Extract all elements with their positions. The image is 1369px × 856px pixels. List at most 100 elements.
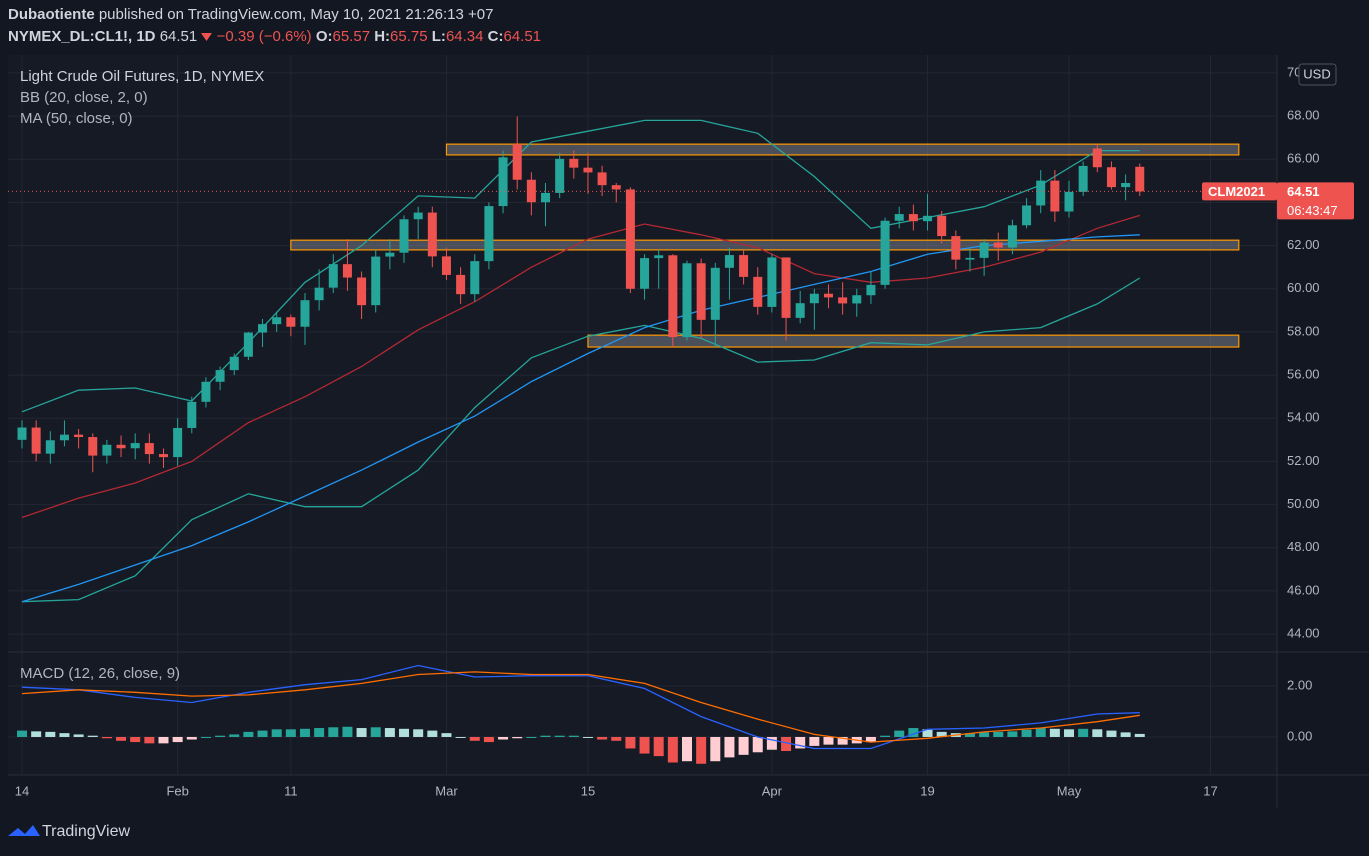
candle-body [470,261,480,295]
ohlc-label: O: [315,28,333,45]
histogram-bar [17,730,28,737]
histogram-bar [299,728,310,737]
y-tick-label: 54.00 [1287,410,1320,425]
brand-logo [8,825,40,836]
candle-body [979,242,989,258]
candle-body [569,158,579,168]
legend-entry: MA (50, close, 0) [20,110,133,127]
candle-body [357,277,367,306]
y-tick-label: 62.00 [1287,237,1320,252]
histogram-bar [285,729,296,737]
histogram-bar [837,736,848,745]
ohlc-label: H: [374,28,391,45]
histogram-bar [215,735,226,737]
candle-body [823,293,833,298]
candle-body [781,257,791,318]
candle-body [1078,165,1088,192]
histogram-bar [243,731,254,737]
candle-body [710,267,720,320]
candle-body [258,324,268,333]
candle-body [88,437,98,456]
candle-body [625,189,635,289]
histogram-bar [455,736,466,738]
histogram-bar [1021,729,1032,737]
candle-body [1022,205,1032,226]
candle-body [144,443,154,455]
histogram-bar [766,736,777,750]
histogram-bar [59,733,70,737]
candle-body [286,317,296,327]
candle-body [654,255,664,259]
histogram-bar [554,735,565,737]
histogram-bar [540,735,551,737]
histogram-bar [625,736,636,749]
histogram-bar [130,736,141,743]
ohlc-label: L: [431,28,446,45]
histogram-bar [865,736,876,743]
candle-body [1050,180,1060,212]
histogram-bar [101,736,112,739]
candle-body [314,287,324,301]
y-tick-label: 50.00 [1287,496,1320,511]
histogram-bar [1092,729,1103,737]
candle-body [399,219,409,253]
macd-line [21,664,1140,750]
histogram-bar [696,736,707,764]
zone [290,239,1240,251]
candle-body [937,215,947,237]
countdown: 06:43:47 [1287,203,1338,218]
histogram-bar [441,733,452,737]
candle-body [229,356,239,371]
histogram-bar [370,727,381,737]
histogram-bar [710,736,721,762]
candle-body [753,276,763,307]
legend-title: MACD (12, 26, close, 9) [20,665,180,682]
candle-body [31,427,41,454]
candle-body [187,401,197,428]
histogram-bar [1134,733,1145,737]
x-tick-label: 14 [15,783,29,798]
bb-lower [21,277,1141,603]
candle-body [1121,182,1131,188]
candle-body [173,427,183,458]
histogram-bar [342,726,353,737]
candle-body [130,443,140,449]
histogram-bar [568,735,579,737]
histogram-bar [597,736,608,740]
ohlc-label: C: [487,28,504,45]
candle-body [809,293,819,304]
signal-line [21,671,1140,743]
candle-body [102,444,112,456]
histogram-bar [384,728,395,737]
histogram-bar [667,736,678,763]
candle-body [866,284,876,296]
histogram-bar [413,729,424,737]
histogram-bar [87,735,98,737]
histogram-bar [936,731,947,737]
y-tick-label: 60.00 [1287,280,1320,295]
candle-body [45,440,55,454]
histogram-bar [31,731,42,737]
y-tick-label: 0.00 [1287,728,1312,743]
histogram-bar [611,736,622,741]
y-tick-label: 58.00 [1287,323,1320,338]
histogram-bar [880,735,891,737]
down-arrow [201,33,213,42]
x-tick-label: 19 [920,783,934,798]
candle-body [158,454,168,458]
candle-body [541,192,551,203]
x-tick-label: Apr [762,783,783,798]
histogram-bar [45,731,56,737]
candle-body [795,303,805,318]
histogram-bar [964,733,975,737]
histogram-bar [1106,730,1117,737]
candle-body [908,214,918,222]
candle-body [456,274,466,295]
histogram-bar [1120,732,1131,737]
bb-upper [21,119,1140,413]
candle-body [951,236,961,260]
header-line: NYMEX_DL:CL1!, 1D 64.51 −0.39 (−0.6%) O:… [8,26,541,48]
histogram-bar [257,730,268,737]
histogram-bar [427,730,438,737]
